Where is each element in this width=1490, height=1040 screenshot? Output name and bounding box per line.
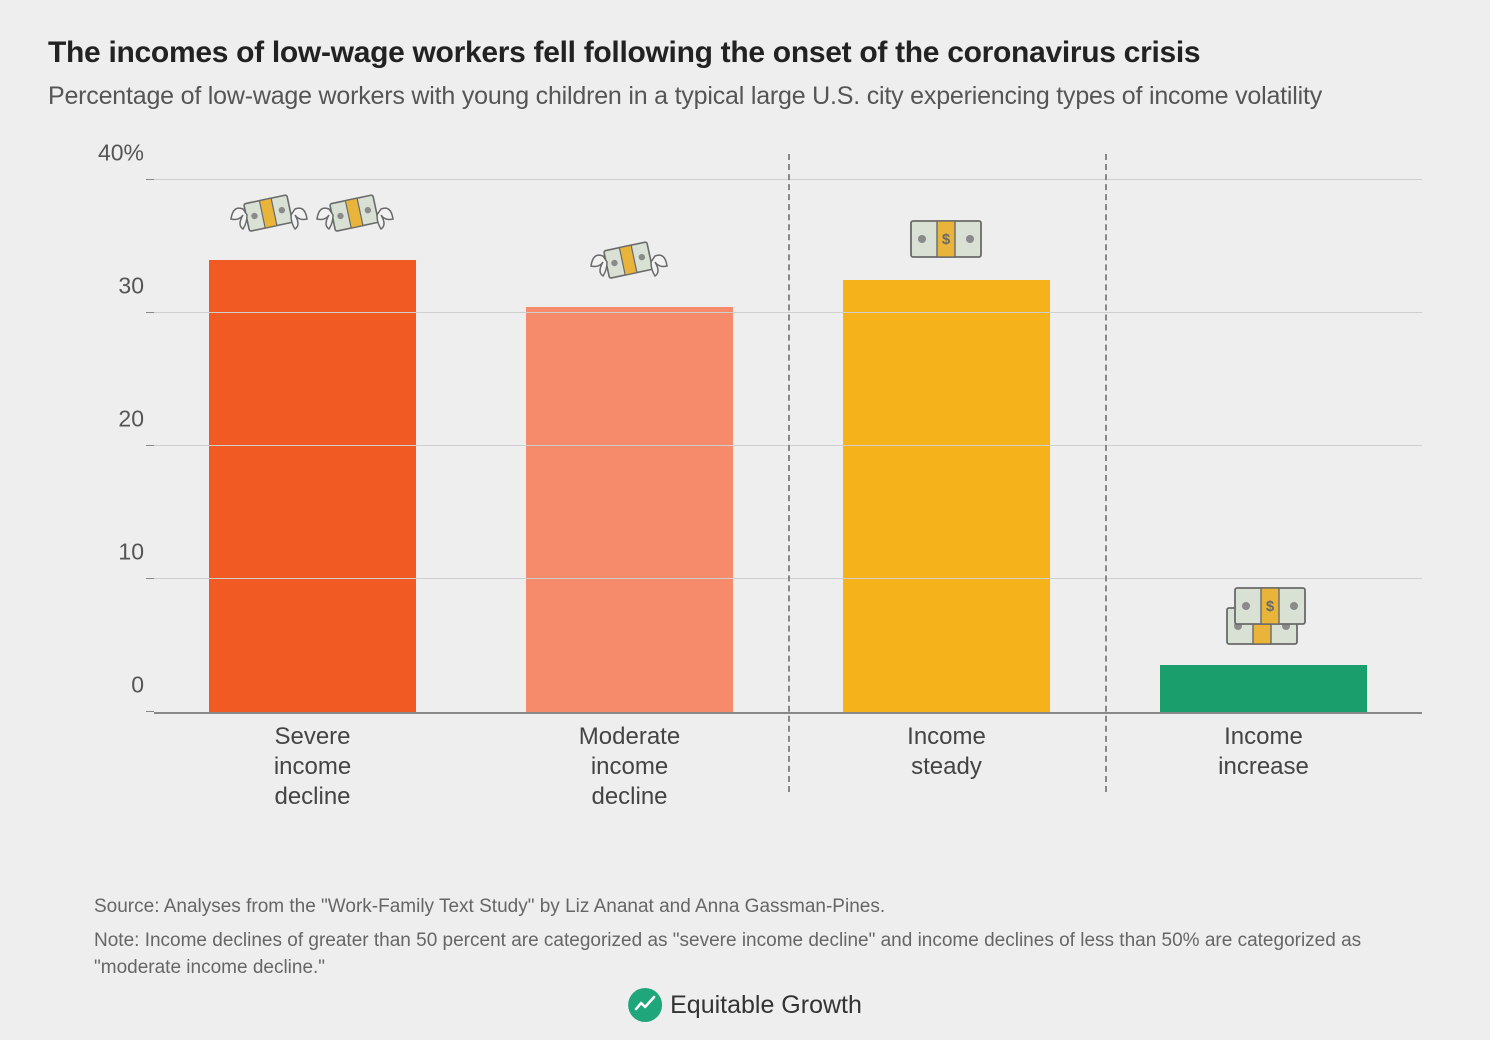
y-tick	[146, 179, 154, 180]
money-wings-icon	[315, 185, 395, 254]
brand-icon	[628, 988, 662, 1022]
bar: $	[843, 280, 1049, 712]
money-wings-icon	[589, 232, 669, 301]
money-stack-icon: $	[1213, 578, 1313, 659]
money-wings-icon	[589, 232, 669, 301]
brand-label: Equitable Growth	[670, 991, 862, 1020]
bar: $	[1160, 665, 1366, 712]
svg-text:$: $	[942, 231, 951, 248]
group-divider	[1105, 154, 1107, 792]
footer-brand: Equitable Growth	[628, 988, 862, 1022]
x-tick-label: Income steady	[907, 722, 986, 782]
bar-slot: $ Income increase	[1105, 154, 1422, 712]
y-tick	[146, 445, 154, 446]
bar	[526, 307, 732, 712]
chart-area: Severe income decline Moderate income de…	[94, 154, 1422, 794]
y-tick-label: 30	[84, 273, 144, 300]
chart-subtitle: Percentage of low-wage workers with youn…	[48, 80, 1442, 114]
y-tick	[146, 711, 154, 712]
bar-slot: Moderate income decline	[471, 154, 788, 712]
x-tick-label: Severe income decline	[233, 722, 392, 812]
y-tick	[146, 578, 154, 579]
y-tick	[146, 312, 154, 313]
group-divider	[788, 154, 790, 792]
money-bill-icon: $	[901, 209, 991, 274]
money-stack-icon: $	[1213, 578, 1313, 659]
x-tick-label: Moderate income decline	[550, 722, 709, 812]
chart-title: The incomes of low-wage workers fell fol…	[48, 36, 1442, 70]
y-tick-label: 20	[84, 406, 144, 433]
money-wings-icon	[229, 185, 309, 254]
plot-area: Severe income decline Moderate income de…	[154, 154, 1422, 714]
y-tick-label: 40%	[84, 140, 144, 167]
bar-slot: $ Income steady	[788, 154, 1105, 712]
x-tick-label: Income increase	[1218, 722, 1309, 782]
svg-text:$: $	[1266, 598, 1275, 615]
note-text: Note: Income declines of greater than 50…	[94, 928, 1382, 981]
bar	[209, 260, 415, 712]
money-bill-icon: $	[901, 209, 991, 274]
source-text: Source: Analyses from the "Work-Family T…	[94, 894, 1382, 921]
money-wings-icon	[229, 185, 395, 254]
footnotes: Source: Analyses from the "Work-Family T…	[94, 894, 1382, 982]
y-tick-label: 0	[84, 671, 144, 698]
bar-slot: Severe income decline	[154, 154, 471, 712]
y-tick-label: 10	[84, 538, 144, 565]
